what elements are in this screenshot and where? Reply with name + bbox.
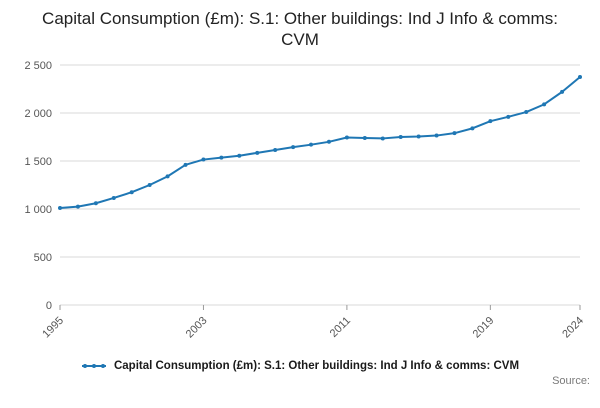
y-tick-label: 0 (46, 300, 52, 312)
source-label: Source: (552, 374, 590, 387)
data-point (255, 150, 260, 155)
data-point (434, 133, 439, 138)
data-point (93, 200, 98, 205)
data-point (380, 135, 385, 140)
data-point (470, 125, 475, 130)
data-point (129, 189, 134, 194)
data-point (219, 155, 224, 160)
data-point (237, 153, 242, 158)
data-point (183, 162, 188, 167)
data-point (165, 173, 170, 178)
chart-title: Capital Consumption (£m): S.1: Other bui… (42, 9, 558, 50)
data-point (273, 147, 278, 152)
x-tick-label: 2024 (560, 314, 586, 340)
data-point (326, 139, 331, 144)
data-point (309, 142, 314, 147)
data-point (398, 134, 403, 139)
data-point (524, 109, 529, 114)
y-tick-label: 2 000 (24, 108, 52, 120)
data-point (362, 135, 367, 140)
line-chart-plot: 0 500 1 000 1 500 2 000 2 500 1995 2003 2011 2019… (0, 51, 600, 350)
data-point (560, 89, 565, 94)
legend-line-icon (81, 363, 106, 368)
data-line (59, 75, 581, 209)
data-point (147, 182, 152, 187)
chart-page: Capital Consumption (£m): S.1: Other bui… (0, 8, 600, 408)
data-point (452, 130, 457, 135)
data-point (111, 195, 116, 200)
data-point (416, 134, 421, 139)
data-point (488, 118, 493, 123)
data-point (542, 101, 547, 106)
data-point (344, 134, 349, 139)
data-point (201, 157, 206, 162)
data-point (578, 74, 582, 79)
y-tick-label: 2 500 (24, 60, 52, 72)
x-tick-label: 2011 (328, 314, 353, 339)
legend-label: Capital Consumption (£m): S.1: Other bui… (113, 359, 520, 372)
x-tick-label: 2003 (184, 314, 210, 340)
x-tick-label: 2019 (471, 314, 497, 340)
y-tick-label: 1 500 (24, 156, 52, 168)
data-point (75, 204, 80, 209)
legend: Capital Consumption (£m): S.1: Other bui… (0, 360, 600, 372)
y-tick-label: 1 000 (24, 204, 52, 216)
data-point (58, 205, 62, 210)
data-point (506, 114, 511, 119)
x-tick-label: 1995 (40, 314, 66, 340)
y-tick-label: 500 (34, 252, 52, 264)
chart-svg: 0 500 1 000 1 500 2 000 2 500 1995 2003 2011 2019… (24, 60, 586, 340)
data-point (291, 144, 296, 149)
